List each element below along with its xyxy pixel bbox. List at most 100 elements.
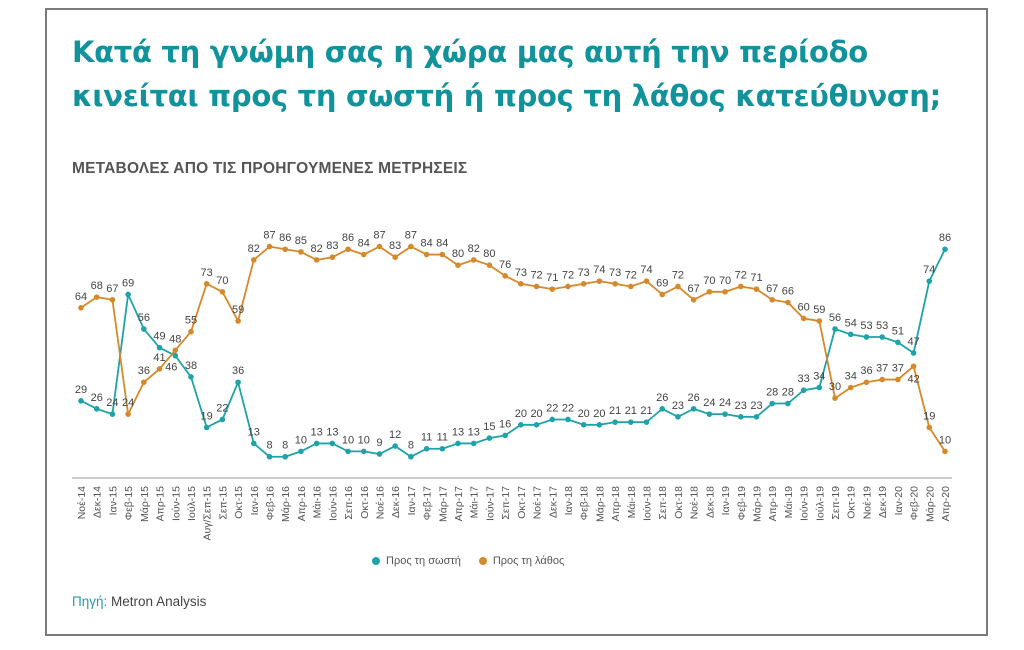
data-label-right: 9 xyxy=(376,437,382,449)
data-label-right: 26 xyxy=(91,392,103,404)
x-tick-label: Ιαν-17 xyxy=(406,486,418,516)
data-label-right: 23 xyxy=(735,400,747,412)
x-tick-label: Φεβ-16 xyxy=(265,486,277,520)
data-point-wrong xyxy=(156,366,163,372)
data-label-right: 20 xyxy=(578,408,590,420)
data-label-wrong: 41 xyxy=(153,352,165,364)
x-tick-label: Νοέ-14 xyxy=(76,486,88,519)
legend-marker-wrong-icon xyxy=(478,557,487,565)
x-tick-label: Οκτ-18 xyxy=(673,486,685,519)
data-point-right xyxy=(109,411,116,417)
x-tick-label: Μάι-18 xyxy=(626,486,638,518)
data-label-wrong: 80 xyxy=(483,248,495,260)
data-point-wrong xyxy=(93,294,100,300)
data-label-right: 23 xyxy=(750,400,762,412)
data-point-right xyxy=(298,448,304,455)
x-tick-label: Απρ-20 xyxy=(940,486,952,522)
x-tick-label: Ιαν-20 xyxy=(893,486,905,516)
data-label-right: 11 xyxy=(437,432,448,444)
data-label-wrong: 87 xyxy=(263,230,275,242)
x-tick-label: Οκτ-19 xyxy=(846,486,858,519)
source-value: Metron Analysis xyxy=(111,594,207,609)
data-label-wrong: 72 xyxy=(735,269,747,281)
data-point-right xyxy=(942,246,948,253)
data-label-wrong: 72 xyxy=(625,269,637,281)
data-label-wrong: 48 xyxy=(169,333,181,345)
legend-item-wrong: Προς τη λάθος xyxy=(478,555,565,567)
data-point-wrong xyxy=(235,318,241,324)
x-tick-label: Ιούν-17 xyxy=(484,486,496,521)
data-label-right: 13 xyxy=(326,426,338,438)
data-point-wrong xyxy=(423,251,430,258)
data-point-right xyxy=(93,406,100,412)
data-label-right: 20 xyxy=(593,408,605,420)
data-point-right xyxy=(816,384,823,391)
data-point-wrong xyxy=(203,281,210,287)
data-point-right xyxy=(376,451,383,457)
data-point-wrong xyxy=(125,411,131,417)
data-point-right xyxy=(863,334,870,340)
legend-label-wrong: Προς τη λάθος xyxy=(492,555,565,567)
data-point-right xyxy=(408,453,414,460)
data-label-wrong: 84 xyxy=(358,238,370,250)
data-point-wrong xyxy=(895,376,901,383)
x-tick-label: Μάρ-19 xyxy=(751,486,763,522)
data-point-wrong xyxy=(172,347,179,354)
x-tick-label: Απρ-18 xyxy=(610,486,622,522)
data-point-wrong xyxy=(219,289,226,295)
x-tick-label: Νοέ-16 xyxy=(374,486,386,519)
data-label-wrong: 74 xyxy=(640,264,652,276)
data-label-right: 23 xyxy=(672,400,684,412)
data-point-wrong xyxy=(329,254,336,261)
data-label-wrong: 64 xyxy=(75,291,87,303)
data-label-right: 28 xyxy=(782,387,794,399)
source-label: Πηγή: xyxy=(72,594,108,609)
data-label-wrong: 59 xyxy=(232,304,244,316)
data-label-right: 16 xyxy=(499,418,511,430)
data-point-right xyxy=(156,344,163,351)
data-point-right xyxy=(78,398,84,404)
data-label-wrong: 66 xyxy=(782,285,794,297)
data-label-right: 38 xyxy=(185,360,197,372)
data-point-wrong xyxy=(345,246,351,253)
data-point-wrong xyxy=(628,283,634,290)
data-point-right xyxy=(188,374,194,380)
data-label-wrong: 42 xyxy=(907,373,919,385)
data-point-right xyxy=(439,445,446,452)
data-label-wrong: 37 xyxy=(876,363,888,375)
data-point-right xyxy=(596,422,603,428)
data-label-right: 36 xyxy=(232,365,244,377)
data-point-right xyxy=(910,350,917,356)
data-point-wrong xyxy=(690,296,697,303)
data-label-wrong: 59 xyxy=(813,304,825,316)
legend-marker-right-icon xyxy=(372,557,380,565)
data-label-right: 13 xyxy=(468,426,480,438)
x-tick-label: Μάρ-16 xyxy=(280,486,292,522)
data-label-right: 22 xyxy=(216,402,228,414)
series-line-right xyxy=(80,248,946,458)
data-point-wrong xyxy=(753,286,760,292)
data-label-right: 12 xyxy=(389,429,401,441)
data-label-right: 10 xyxy=(342,434,354,446)
data-label-wrong: 36 xyxy=(860,365,872,377)
x-tick-label: Ιαν-15 xyxy=(107,486,119,516)
x-tick-label: Μάι-19 xyxy=(783,486,795,518)
data-label-wrong: 72 xyxy=(672,269,684,281)
x-tick-label: Ιαν-16 xyxy=(249,486,261,516)
data-label-right: 47 xyxy=(907,336,919,348)
data-point-right xyxy=(455,440,461,447)
data-point-wrong xyxy=(392,254,398,261)
data-label-wrong: 71 xyxy=(546,272,558,284)
data-point-right xyxy=(470,440,477,447)
data-point-right xyxy=(659,406,666,412)
data-label-wrong: 67 xyxy=(766,283,778,295)
x-tick-label: Μάρ-17 xyxy=(437,486,449,522)
data-point-right xyxy=(266,453,273,460)
data-label-right: 13 xyxy=(311,426,323,438)
data-label-right: 8 xyxy=(266,440,272,452)
data-label-right: 24 xyxy=(703,397,715,409)
data-point-wrong xyxy=(549,286,556,292)
data-label-right: 53 xyxy=(876,320,888,332)
data-label-wrong: 80 xyxy=(452,248,464,260)
x-tick-label: Ιούν-19 xyxy=(799,486,811,521)
